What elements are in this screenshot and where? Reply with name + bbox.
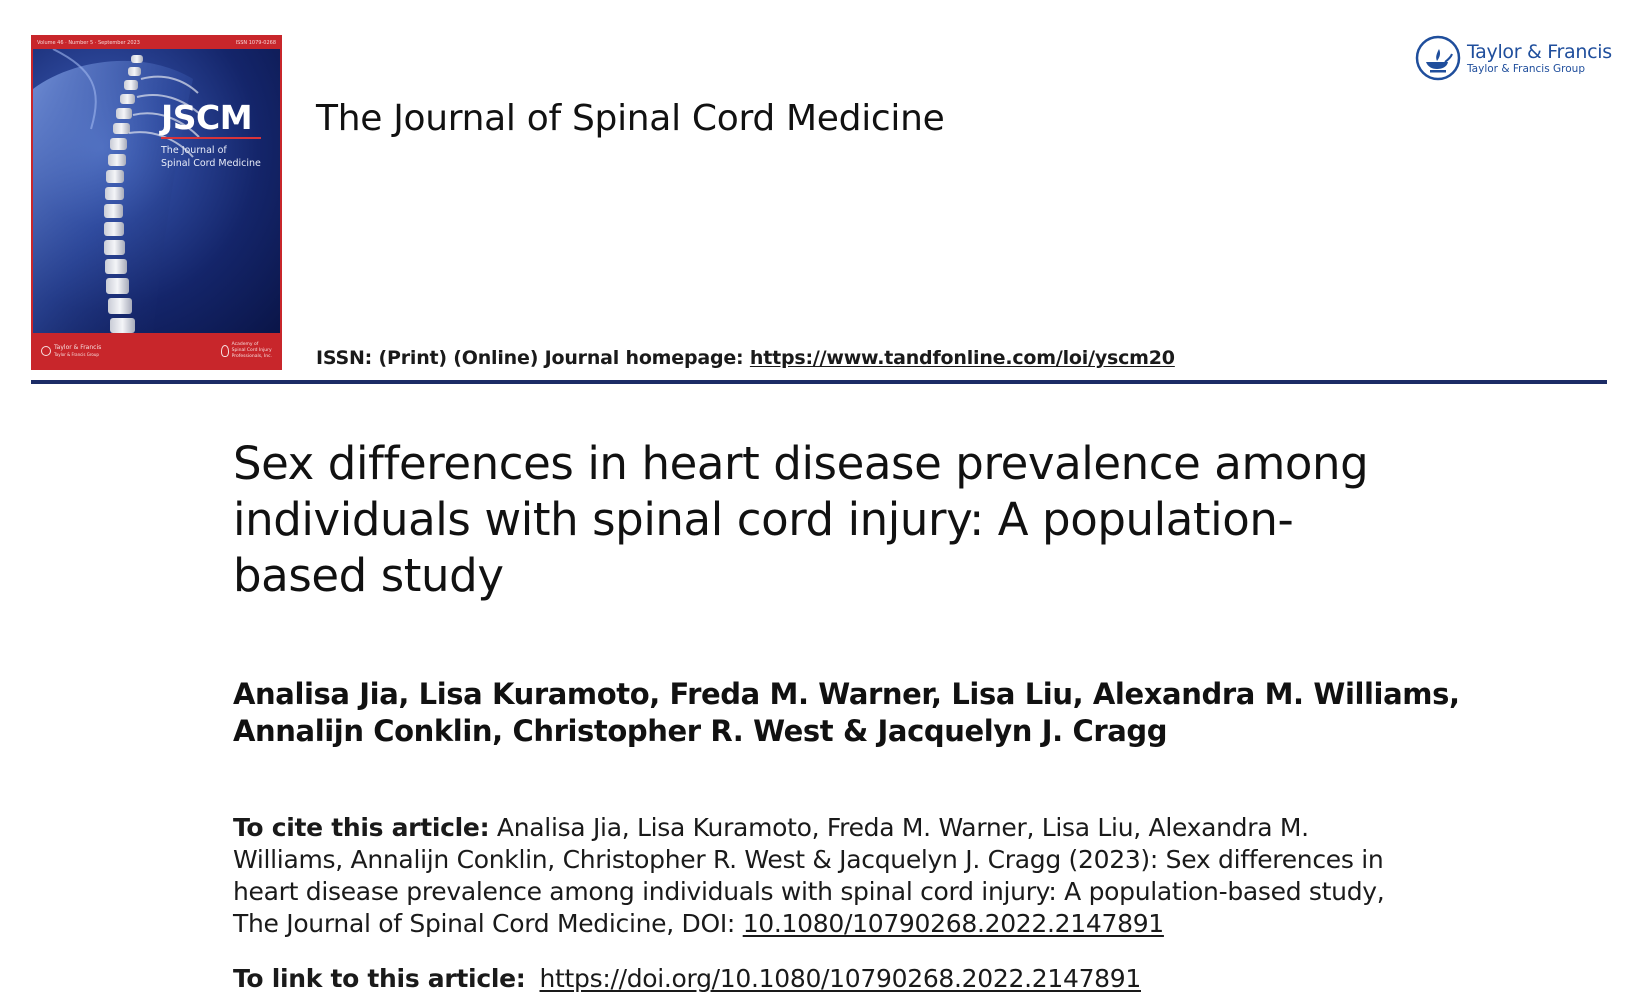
- article-title-line: Sex differences in heart disease prevale…: [233, 437, 1369, 490]
- citation-line: Williams, Annalijn Conklin, Christopher …: [233, 845, 1384, 874]
- citation-line: To cite this article: Analisa Jia, Lisa …: [233, 812, 1384, 844]
- cover-volume-info: Volume 46 · Number 5 · September 2023: [37, 40, 140, 46]
- article-link-label: To link to this article:: [233, 964, 526, 993]
- cover-publisher-label: Taylor & Francis: [54, 344, 102, 351]
- cover-footer: Taylor & Francis Taylor & Francis Group …: [33, 334, 280, 368]
- article-doi-url[interactable]: https://doi.org/10.1080/10790268.2022.21…: [539, 964, 1141, 993]
- lamp-icon: [41, 346, 51, 356]
- citation-label: To cite this article:: [233, 813, 490, 842]
- doi-link[interactable]: 10.1080/10790268.2022.2147891: [742, 909, 1165, 938]
- cover-publisher-small: Taylor & Francis Group: [54, 352, 99, 357]
- citation-line: The Journal of Spinal Cord Medicine, DOI…: [233, 908, 1384, 940]
- citation-block: To cite this article: Analisa Jia, Lisa …: [233, 812, 1385, 940]
- cover-association-text: Academy of Spinal Cord Injury Profession…: [231, 342, 272, 359]
- cover-title: JSCM: [161, 98, 253, 137]
- association-icon: [220, 345, 229, 357]
- citation-journal: The Journal of Spinal Cord Medicine, DOI…: [233, 909, 743, 938]
- cover-divider: [161, 137, 261, 139]
- publisher-name: Taylor & Francis: [1467, 41, 1612, 63]
- publisher-logo: Taylor & Francis Taylor & Francis Group: [1415, 35, 1612, 81]
- header-divider: [31, 380, 1607, 384]
- cover-subtitle: The Journal of Spinal Cord Medicine: [161, 145, 261, 169]
- cover-association-logo: Academy of Spinal Cord Injury Profession…: [220, 342, 272, 360]
- author-list: Analisa Jia, Lisa Kuramoto, Freda M. War…: [233, 676, 1460, 750]
- article-link-line: To link to this article: https://doi.org/…: [233, 963, 1141, 995]
- cover-issn: ISSN 1079-0268: [235, 40, 276, 46]
- cover-header: Volume 46 · Number 5 · September 2023 IS…: [37, 38, 276, 48]
- journal-homepage-link[interactable]: https://www.tandfonline.com/loi/yscm20: [749, 347, 1175, 369]
- journal-cover: Volume 46 · Number 5 · September 2023 IS…: [31, 35, 282, 370]
- citation-text: Analisa Jia, Lisa Kuramoto, Freda M. War…: [489, 813, 1309, 842]
- author-line: Analisa Jia, Lisa Kuramoto, Freda M. War…: [233, 677, 1460, 711]
- lamp-icon: [1415, 35, 1461, 81]
- article-title-line: individuals with spinal cord injury: A p…: [233, 493, 1294, 546]
- cover-publisher-logo: Taylor & Francis Taylor & Francis Group: [41, 344, 101, 358]
- spine-illustration: [33, 49, 202, 333]
- publisher-group: Taylor & Francis Group: [1467, 63, 1585, 75]
- article-title-line: based study: [233, 549, 504, 602]
- article-title: Sex differences in heart disease prevale…: [233, 436, 1433, 604]
- journal-name: The Journal of Spinal Cord Medicine: [316, 98, 945, 139]
- issn-homepage-line: ISSN: (Print) (Online) Journal homepage:…: [316, 347, 1175, 369]
- citation-line: heart disease prevalence among individua…: [233, 877, 1385, 906]
- author-line: Annalijn Conklin, Christopher R. West & …: [233, 714, 1168, 748]
- cover-artwork: JSCM The Journal of Spinal Cord Medicine: [33, 49, 280, 333]
- issn-label: ISSN: (Print) (Online) Journal homepage:: [316, 347, 750, 369]
